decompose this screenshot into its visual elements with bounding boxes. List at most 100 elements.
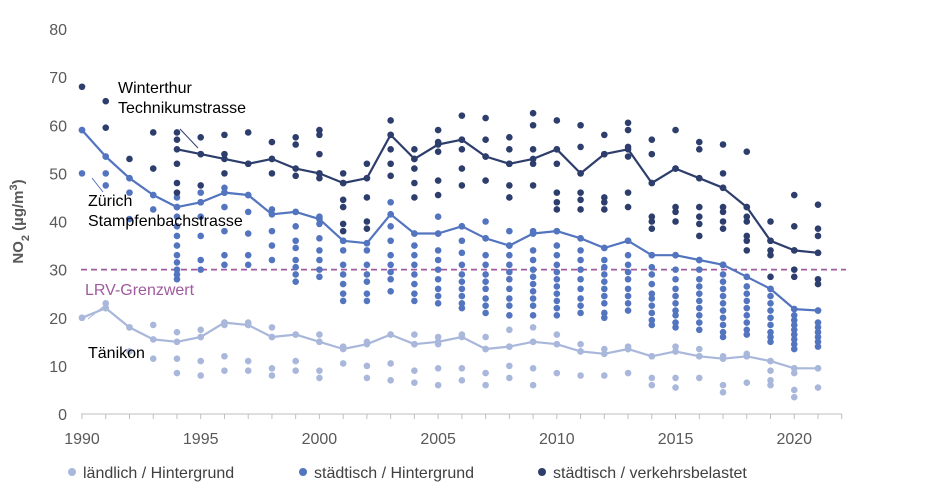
urban-point (458, 271, 466, 278)
urban-point (695, 283, 703, 290)
urban-point (719, 300, 727, 307)
series-0-point (482, 153, 489, 160)
series-2-point (648, 352, 656, 360)
urban-point (719, 271, 727, 278)
traffic-point (695, 146, 703, 153)
urban-point (434, 266, 442, 273)
series-2-point (339, 345, 347, 353)
traffic-point (672, 126, 679, 134)
urban-point (648, 280, 656, 288)
urban-point (316, 256, 323, 264)
rural-point (790, 393, 798, 401)
rural-point (553, 331, 561, 338)
urban-point (482, 295, 489, 302)
traffic-point (624, 119, 632, 127)
annotation-label: Technikumstrasse (118, 100, 246, 117)
urban-point (482, 302, 489, 310)
annotation-leader (179, 128, 199, 149)
traffic-point (149, 165, 157, 172)
traffic-point (197, 133, 205, 141)
urban-point (339, 247, 347, 254)
urban-point (529, 256, 537, 264)
rural-point (695, 345, 703, 353)
series-0-point (672, 165, 679, 172)
rural-point (244, 367, 252, 374)
legend-marker-urban (299, 468, 307, 476)
traffic-point (601, 194, 608, 201)
y-tick-label: 30 (49, 263, 67, 280)
urban-point (434, 285, 442, 293)
traffic-point (173, 136, 181, 143)
rural-point (506, 326, 513, 334)
urban-point (363, 247, 371, 254)
series-1-point (126, 174, 133, 182)
urban-point (767, 307, 774, 314)
urban-point (790, 321, 798, 329)
rural-point (411, 331, 418, 338)
y-tick-label: 40 (49, 215, 67, 232)
series-1-point (790, 305, 798, 313)
traffic-point (648, 150, 656, 158)
urban-point (411, 251, 418, 259)
urban-point (316, 235, 323, 242)
series-1-point (672, 251, 679, 259)
traffic-point (672, 208, 679, 216)
limit-label: LRV-Grenzwert (85, 282, 195, 299)
limit-line-group: LRV-Grenzwert (81, 268, 846, 299)
series-2-point (506, 343, 513, 350)
series-1-point (767, 285, 774, 293)
series-2-point (244, 321, 252, 329)
urban-point (577, 247, 584, 254)
urban-point (648, 302, 656, 310)
series-2-point (78, 314, 86, 322)
series-2-point (292, 331, 299, 338)
rural-point (577, 340, 584, 348)
axes: 1990 1995 2000 2005 2010 2015 2020 0 10 20 30 40 50 6… (8, 22, 843, 448)
rural-point (814, 384, 822, 391)
traffic-point (695, 213, 703, 220)
urban-point (363, 271, 371, 278)
traffic-point (790, 273, 798, 281)
series-2-point (102, 304, 110, 312)
series-2-point (173, 338, 181, 346)
traffic-point (695, 220, 703, 228)
urban-point (529, 287, 537, 295)
urban-point (553, 304, 561, 312)
traffic-point (648, 136, 656, 143)
rural-point (197, 357, 205, 365)
traffic-point (814, 280, 822, 288)
series-0-point (363, 174, 371, 182)
rural-point (268, 364, 276, 372)
urban-point (577, 266, 584, 273)
urban-point (767, 321, 774, 329)
urban-point (601, 263, 608, 271)
series-2-point (529, 338, 537, 346)
traffic-point (173, 129, 181, 136)
urban-point (719, 328, 727, 336)
rural-point (624, 369, 632, 377)
traffic-point (316, 150, 323, 158)
urban-point (743, 319, 751, 326)
traffic-point (506, 182, 513, 189)
series-0-point (814, 249, 822, 257)
series-1-point (743, 273, 751, 281)
urban-point (339, 297, 347, 305)
series-2-point (458, 333, 466, 341)
urban-point (601, 271, 608, 278)
traffic-point (221, 131, 228, 139)
urban-point (292, 263, 299, 271)
urban-point (126, 189, 133, 196)
rural-point (292, 367, 299, 374)
traffic-point (221, 170, 228, 177)
urban-point (577, 275, 584, 283)
rural-point (767, 367, 774, 374)
traffic-point (411, 194, 418, 201)
urban-point (173, 194, 181, 201)
urban-point (173, 213, 181, 220)
urban-point (767, 338, 774, 346)
y-tick-label: 60 (49, 118, 67, 135)
rural-point (577, 372, 584, 379)
series-0-point (743, 203, 751, 211)
urban-point (624, 300, 632, 307)
urban-point (672, 275, 679, 283)
